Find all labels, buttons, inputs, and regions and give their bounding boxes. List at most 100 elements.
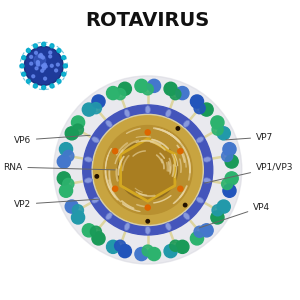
Circle shape	[94, 116, 202, 224]
Circle shape	[24, 46, 63, 85]
Circle shape	[217, 127, 230, 140]
Circle shape	[145, 205, 150, 210]
Circle shape	[57, 79, 61, 83]
Ellipse shape	[117, 89, 123, 98]
Circle shape	[146, 220, 149, 223]
Circle shape	[40, 53, 42, 56]
Circle shape	[33, 44, 38, 48]
Ellipse shape	[124, 223, 130, 230]
Circle shape	[26, 49, 30, 52]
Ellipse shape	[183, 120, 190, 127]
Ellipse shape	[117, 242, 123, 251]
Circle shape	[49, 51, 52, 54]
Circle shape	[35, 67, 38, 70]
Ellipse shape	[106, 213, 112, 220]
Circle shape	[44, 65, 47, 68]
Circle shape	[49, 55, 52, 58]
Circle shape	[112, 148, 118, 154]
Ellipse shape	[73, 126, 81, 133]
Circle shape	[190, 95, 203, 108]
Ellipse shape	[124, 110, 130, 117]
Circle shape	[92, 95, 105, 108]
Circle shape	[59, 184, 73, 197]
Circle shape	[55, 69, 58, 72]
Ellipse shape	[166, 223, 171, 230]
Circle shape	[54, 76, 242, 264]
Circle shape	[30, 62, 33, 65]
Circle shape	[211, 211, 224, 224]
Text: RNA: RNA	[3, 163, 115, 172]
Ellipse shape	[172, 89, 179, 98]
Ellipse shape	[92, 197, 99, 203]
Circle shape	[40, 55, 43, 58]
Ellipse shape	[92, 137, 99, 143]
Circle shape	[82, 103, 95, 116]
Circle shape	[225, 172, 238, 185]
Circle shape	[183, 203, 187, 207]
Circle shape	[178, 148, 183, 154]
Ellipse shape	[214, 126, 223, 133]
Circle shape	[42, 42, 46, 46]
Ellipse shape	[196, 103, 204, 111]
Circle shape	[59, 142, 73, 156]
Text: VP7: VP7	[226, 133, 273, 142]
Ellipse shape	[172, 242, 179, 251]
Circle shape	[103, 125, 192, 214]
Circle shape	[211, 116, 224, 129]
Circle shape	[164, 82, 177, 95]
Ellipse shape	[84, 157, 92, 162]
Circle shape	[222, 178, 233, 190]
Ellipse shape	[224, 153, 232, 159]
Circle shape	[92, 114, 203, 226]
Circle shape	[38, 55, 41, 58]
Ellipse shape	[203, 157, 211, 162]
Circle shape	[176, 240, 189, 254]
Circle shape	[164, 244, 177, 258]
Circle shape	[82, 224, 95, 237]
Circle shape	[43, 65, 46, 68]
Ellipse shape	[73, 207, 81, 214]
Ellipse shape	[166, 110, 171, 117]
Circle shape	[148, 79, 160, 92]
Circle shape	[63, 64, 68, 68]
Circle shape	[57, 172, 70, 185]
Circle shape	[115, 240, 126, 251]
Circle shape	[37, 63, 40, 66]
Circle shape	[26, 79, 30, 83]
Circle shape	[41, 69, 44, 72]
Circle shape	[145, 130, 150, 135]
Circle shape	[42, 64, 45, 67]
Text: VP6: VP6	[14, 135, 90, 145]
Circle shape	[22, 56, 26, 60]
Circle shape	[194, 103, 205, 114]
Circle shape	[30, 56, 33, 58]
Circle shape	[72, 205, 83, 216]
Circle shape	[34, 51, 38, 54]
Circle shape	[63, 178, 74, 190]
Ellipse shape	[224, 181, 232, 187]
Circle shape	[176, 86, 189, 100]
Circle shape	[57, 49, 61, 52]
Circle shape	[135, 79, 148, 92]
Text: ROTAVIRUS: ROTAVIRUS	[85, 11, 210, 30]
Circle shape	[142, 84, 153, 95]
Circle shape	[72, 124, 83, 135]
Circle shape	[118, 82, 131, 95]
Circle shape	[190, 232, 203, 245]
Ellipse shape	[145, 226, 150, 234]
Circle shape	[118, 140, 178, 200]
Ellipse shape	[145, 106, 150, 114]
Ellipse shape	[106, 120, 112, 127]
Circle shape	[223, 142, 236, 156]
Circle shape	[112, 186, 118, 191]
Circle shape	[32, 75, 35, 78]
Circle shape	[71, 211, 85, 224]
Circle shape	[42, 85, 46, 90]
Circle shape	[65, 200, 78, 213]
Circle shape	[26, 48, 61, 84]
Circle shape	[178, 186, 183, 191]
Circle shape	[170, 88, 181, 100]
Circle shape	[44, 77, 46, 80]
Circle shape	[83, 105, 213, 235]
Circle shape	[90, 226, 101, 237]
